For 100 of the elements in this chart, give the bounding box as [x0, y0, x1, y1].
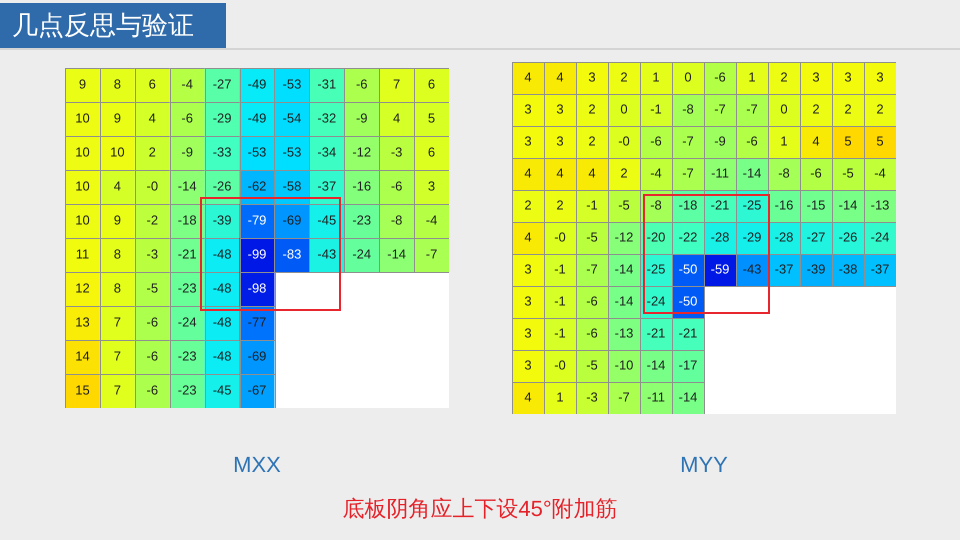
data-label: -98	[248, 280, 266, 296]
data-label: -3	[586, 390, 598, 405]
data-label: -37	[317, 178, 336, 194]
data-label: -49	[248, 110, 266, 126]
data-label: 2	[148, 144, 156, 160]
data-label: 2	[524, 198, 532, 213]
data-label: -14	[838, 198, 858, 213]
data-label: -6	[714, 70, 726, 85]
data-label: 4	[588, 166, 596, 181]
data-label: -7	[586, 262, 598, 277]
data-label: -14	[614, 262, 634, 277]
text: 几点反思与验证	[12, 10, 194, 41]
data-label: -4	[181, 76, 193, 92]
data-label: -48	[212, 246, 232, 262]
data-label: -7	[714, 102, 726, 117]
data-label: 5	[844, 134, 852, 149]
data-label: -37	[870, 262, 890, 277]
data-label: -13	[614, 326, 634, 341]
data-label: 3	[524, 294, 532, 309]
data-label: -7	[682, 134, 694, 149]
data-label: 3	[524, 102, 532, 117]
data-label: 3	[524, 134, 532, 149]
data-label: 3	[524, 262, 532, 277]
data-label: -48	[212, 314, 232, 330]
data-label: 2	[780, 70, 788, 85]
data-label: -24	[870, 230, 890, 245]
data-label: -6	[146, 348, 158, 364]
data-label: -69	[282, 212, 302, 228]
data-label: -21	[678, 326, 698, 341]
data-label: 10	[75, 144, 90, 160]
data-label: -23	[178, 382, 197, 398]
data-label: -54	[282, 110, 302, 126]
data-label: 4	[524, 166, 532, 181]
data-label: 1	[748, 70, 756, 85]
data-label: -11	[647, 390, 665, 405]
data-label: 9	[78, 76, 86, 92]
data-label: -48	[212, 348, 232, 364]
data-label: -8	[778, 166, 790, 181]
data-label: 2	[876, 102, 884, 117]
data-label: 7	[393, 76, 400, 92]
data-label: 12	[75, 280, 90, 296]
data-label: -9	[356, 110, 368, 126]
data-label: 4	[524, 230, 532, 245]
data-label: 6	[148, 76, 156, 92]
data-label: 3	[812, 70, 820, 85]
data-label: -14	[678, 390, 698, 405]
data-label: 7	[114, 348, 121, 364]
data-label: 4	[524, 390, 532, 405]
data-label: 2	[812, 102, 820, 117]
data-label: 3	[876, 70, 884, 85]
data-label: 7	[114, 382, 121, 398]
data-label: 0	[780, 102, 788, 117]
data-label: -59	[710, 262, 730, 277]
data-label: -9	[181, 144, 193, 160]
data-label: 14	[75, 348, 90, 364]
data-label: 10	[75, 110, 90, 126]
data-label: 6	[428, 144, 436, 160]
data-label: -53	[248, 144, 266, 160]
data-label: -38	[838, 262, 858, 277]
data-label: -39	[212, 212, 232, 228]
data-label: -32	[317, 110, 336, 126]
data-label: 8	[114, 280, 121, 296]
data-label: -0	[554, 358, 566, 373]
data-label: 2	[556, 198, 564, 213]
data-label: -0	[618, 134, 630, 149]
data-label: -24	[178, 314, 197, 330]
data-label: -79	[248, 212, 266, 228]
data-label: -39	[806, 262, 826, 277]
data-label: -3	[146, 246, 158, 262]
data-label: -20	[646, 230, 666, 245]
data-label: 3	[844, 70, 852, 85]
data-label: -28	[774, 230, 794, 245]
data-label: 4	[556, 70, 564, 85]
data-label: -21	[178, 246, 197, 262]
data-label: 2	[844, 102, 852, 117]
data-label: -5	[586, 358, 598, 373]
data-label: -23	[352, 212, 372, 228]
data-label: -24	[352, 246, 372, 262]
data-label: -6	[586, 326, 598, 341]
data-label: -10	[614, 358, 634, 373]
text: MYY	[680, 452, 728, 477]
data-label: -1	[586, 198, 598, 213]
data-label: -53	[282, 144, 302, 160]
data-label: -48	[212, 280, 232, 296]
data-label: -3	[390, 144, 402, 160]
data-label: -18	[178, 212, 197, 228]
data-label: -77	[248, 314, 266, 330]
data-label: 4	[556, 166, 564, 181]
data-label: -24	[646, 294, 666, 309]
data-label: -7	[682, 166, 694, 181]
data-label: -0	[146, 178, 158, 194]
data-label: 0	[620, 102, 628, 117]
data-label: 8	[114, 76, 121, 92]
data-label: -12	[352, 144, 372, 160]
data-label: 5	[428, 110, 436, 126]
data-label: 9	[114, 212, 121, 228]
data-label: -6	[146, 382, 158, 398]
data-label: -27	[806, 230, 826, 245]
data-label: -34	[317, 144, 336, 160]
data-label: -5	[618, 198, 630, 213]
